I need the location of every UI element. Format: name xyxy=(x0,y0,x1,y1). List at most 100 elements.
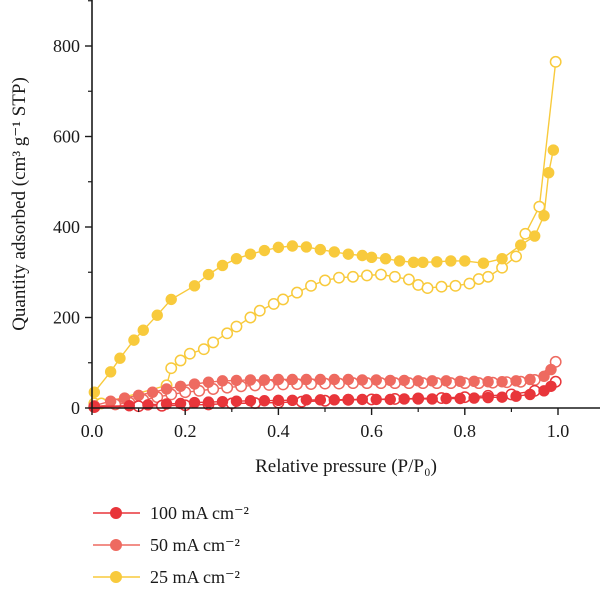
adsorption-point xyxy=(123,400,135,412)
adsorption-point xyxy=(342,373,354,386)
adsorption-point xyxy=(379,252,392,265)
desorption-point xyxy=(277,293,290,306)
adsorption-point xyxy=(132,389,145,402)
legend-label: 50 mA cm⁻² xyxy=(150,535,240,555)
axes xyxy=(91,0,600,409)
adsorption-point xyxy=(477,257,490,269)
adsorption-point xyxy=(398,374,410,387)
desorption-point xyxy=(165,362,178,375)
legend-marker xyxy=(110,571,122,583)
desorption-point xyxy=(197,343,210,356)
adsorption-point xyxy=(272,373,285,386)
adsorption-point xyxy=(202,268,215,281)
desorption-point xyxy=(230,320,243,333)
adsorption-point xyxy=(496,391,508,403)
desorption-point xyxy=(374,268,387,281)
adsorption-point xyxy=(515,239,527,251)
adsorption-point xyxy=(496,376,508,388)
adsorption-point xyxy=(542,167,555,179)
adsorption-point xyxy=(230,374,243,387)
adsorption-point xyxy=(459,255,471,267)
adsorption-point xyxy=(230,252,243,265)
plot-series xyxy=(88,55,562,414)
adsorption-point xyxy=(244,374,257,386)
adsorption-point xyxy=(545,380,557,392)
ticks: 0.0 0.2 0.4 0.6 0.8 1.0 0 200 400 600 800 xyxy=(53,0,570,441)
adsorption-point xyxy=(328,246,341,258)
adsorption-point xyxy=(538,370,550,383)
desorption-point xyxy=(482,270,495,283)
adsorption-point xyxy=(412,375,424,387)
adsorption-point xyxy=(216,259,229,272)
adsorption-point xyxy=(328,373,341,386)
desorption-point xyxy=(221,327,234,340)
adsorption-point xyxy=(88,386,101,398)
adsorption-point xyxy=(412,393,424,405)
adsorption-point xyxy=(258,244,271,257)
adsorption-line xyxy=(93,149,554,393)
desorption-point xyxy=(510,250,523,263)
x-tick-label: 0.0 xyxy=(81,421,104,441)
adsorption-point xyxy=(151,309,163,321)
adsorption-point xyxy=(393,255,406,267)
series-group xyxy=(88,355,562,413)
adsorption-point xyxy=(445,255,457,267)
adsorption-point xyxy=(384,374,396,387)
adsorption-point xyxy=(356,249,368,262)
x-tick-label: 0.8 xyxy=(454,421,477,441)
desorption-line xyxy=(94,61,557,405)
adsorption-point xyxy=(202,376,215,388)
adsorption-point xyxy=(104,366,117,378)
x-tick-label: 0.4 xyxy=(267,421,290,441)
adsorption-point xyxy=(342,248,354,260)
desorption-point xyxy=(267,297,280,310)
desorption-point xyxy=(519,227,532,240)
y-axis-label: Quantity adsorbed (cm³ g⁻¹ STP) xyxy=(9,77,30,331)
adsorption-point xyxy=(370,374,382,386)
desorption-point xyxy=(347,270,359,283)
desorption-point xyxy=(449,279,462,292)
adsorption-point xyxy=(454,392,466,405)
adsorption-point xyxy=(272,394,285,407)
adsorption-point xyxy=(160,398,173,410)
desorption-point xyxy=(533,200,546,213)
adsorption-point xyxy=(524,373,536,386)
desorption-point xyxy=(174,354,187,367)
adsorption-point xyxy=(482,376,494,388)
y-tick-label: 600 xyxy=(53,127,80,147)
desorption-point xyxy=(463,277,476,290)
adsorption-point xyxy=(188,378,201,390)
adsorption-point xyxy=(286,240,299,252)
adsorption-point xyxy=(328,394,341,406)
adsorption-point xyxy=(286,394,299,407)
desorption-point xyxy=(435,280,448,293)
adsorption-point xyxy=(342,393,354,406)
adsorption-point xyxy=(244,248,257,260)
adsorption-point xyxy=(300,394,313,406)
adsorption-point xyxy=(216,375,229,387)
adsorption-point xyxy=(188,280,201,292)
adsorption-point xyxy=(370,393,382,406)
desorption-point xyxy=(402,273,415,286)
adsorption-point xyxy=(165,293,177,306)
desorption-point xyxy=(305,279,317,292)
desorption-point xyxy=(207,336,220,349)
y-tick-label: 200 xyxy=(53,308,80,328)
adsorption-point xyxy=(356,393,368,406)
adsorption-point xyxy=(272,241,285,254)
adsorption-point xyxy=(384,393,396,406)
adsorption-point xyxy=(545,363,557,376)
desorption-point xyxy=(388,270,401,283)
desorption-point xyxy=(183,347,196,360)
adsorption-point xyxy=(137,324,149,336)
desorption-point xyxy=(253,304,266,317)
adsorption-point xyxy=(417,256,429,268)
adsorption-point xyxy=(356,374,368,386)
adsorption-point xyxy=(314,243,327,256)
adsorption-point xyxy=(258,395,271,407)
adsorption-point xyxy=(468,392,480,404)
x-tick-label: 1.0 xyxy=(547,421,570,441)
adsorption-point xyxy=(314,373,327,386)
y-tick-label: 800 xyxy=(53,36,80,56)
adsorption-point xyxy=(202,396,215,408)
